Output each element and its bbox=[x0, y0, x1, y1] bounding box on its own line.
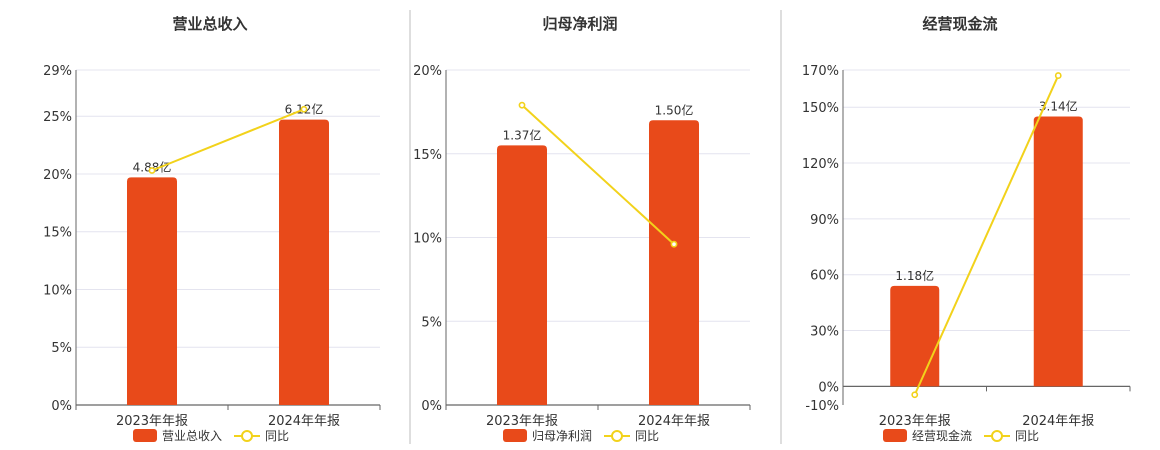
legend: 经营现金流 同比 bbox=[883, 428, 1039, 443]
x-category-label: 2024年年报 bbox=[268, 414, 340, 429]
yoy-point-2 bbox=[1054, 72, 1062, 79]
chart-2: 归母净利润 0% 5% 10% 15% 20% 1.37亿 1.50亿 2023年年报 2024年… bbox=[413, 15, 751, 443]
y-tick-label: 170% bbox=[802, 64, 839, 79]
bar-1 bbox=[890, 285, 940, 387]
x-category-label: 2024年年报 bbox=[1022, 414, 1094, 429]
yoy-line bbox=[151, 108, 305, 172]
y-tick-label: 25% bbox=[43, 110, 72, 125]
x-category-label: 2023年年报 bbox=[879, 414, 951, 429]
y-tick-label: 29% bbox=[43, 64, 72, 79]
y-tick-label: 120% bbox=[802, 157, 839, 172]
chart-title: 经营现金流 bbox=[922, 15, 997, 33]
y-tick-label: -10% bbox=[805, 399, 839, 414]
y-tick-label: 0% bbox=[818, 380, 839, 395]
legend-label-bar: 经营现金流 bbox=[912, 428, 972, 443]
bar-1 bbox=[127, 177, 177, 405]
legend: 营业总收入 同比 bbox=[133, 429, 289, 443]
bar-1 bbox=[497, 145, 547, 405]
bar-value-label: 1.50亿 bbox=[655, 102, 694, 117]
bar-value-label: 1.37亿 bbox=[503, 127, 542, 142]
chart-title: 营业总收入 bbox=[172, 15, 247, 33]
yoy-point-1 bbox=[911, 391, 919, 399]
y-tick-label: 15% bbox=[413, 148, 442, 163]
chart-title: 归母净利润 bbox=[542, 15, 617, 33]
yoy-point-2 bbox=[300, 105, 308, 113]
bar-value-label: 1.18亿 bbox=[895, 268, 934, 283]
y-tick-label: 20% bbox=[413, 64, 442, 79]
legend: 归母净利润 同比 bbox=[503, 429, 659, 443]
x-category-label: 2023年年报 bbox=[486, 414, 558, 429]
legend-label-bar: 营业总收入 bbox=[162, 429, 222, 443]
legend-label-line: 同比 bbox=[265, 429, 289, 443]
bar-2 bbox=[1033, 116, 1083, 387]
legend-swatch-bar bbox=[883, 429, 907, 442]
y-tick-label: 20% bbox=[43, 168, 72, 183]
legend-swatch-bar bbox=[133, 429, 157, 442]
bar-2 bbox=[279, 119, 329, 405]
x-category-label: 2024年年报 bbox=[638, 414, 710, 429]
chart-3: 经营现金流 -10% 0% 30% 60% 90% 120% 150% 170% 1.18亿 3.1… bbox=[802, 15, 1131, 443]
legend-swatch-marker bbox=[991, 430, 1003, 442]
legend-label-line: 同比 bbox=[635, 429, 659, 443]
yoy-point-2 bbox=[670, 240, 678, 248]
bar-value-label: 3.14亿 bbox=[1039, 99, 1078, 114]
y-tick-label: 0% bbox=[51, 399, 72, 414]
x-category-label: 2023年年报 bbox=[116, 414, 188, 429]
bar-2 bbox=[649, 120, 699, 405]
chart-1: 营业总收入0%5%10%15%20%25%29%4.88亿6.12亿2023年年… bbox=[43, 15, 381, 443]
y-tick-label: 60% bbox=[810, 269, 839, 284]
y-tick-label: 5% bbox=[421, 315, 442, 330]
y-tick-label: 10% bbox=[413, 232, 442, 247]
legend-label-bar: 归母净利润 bbox=[532, 429, 592, 443]
yoy-line bbox=[913, 75, 1060, 396]
y-tick-label: 5% bbox=[51, 341, 72, 356]
y-tick-label: 150% bbox=[802, 101, 839, 116]
y-tick-label: 10% bbox=[43, 283, 72, 298]
bar-value-label: 4.88亿 bbox=[133, 159, 172, 174]
yoy-line bbox=[521, 104, 675, 245]
legend-swatch-marker bbox=[611, 430, 623, 442]
legend-label-line: 同比 bbox=[1015, 429, 1039, 443]
y-tick-label: 15% bbox=[43, 226, 72, 241]
yoy-point-1 bbox=[148, 167, 156, 174]
legend-swatch-marker bbox=[241, 430, 253, 442]
y-tick-label: 30% bbox=[810, 325, 839, 340]
y-tick-label: 90% bbox=[810, 213, 839, 228]
yoy-point-1 bbox=[518, 101, 526, 109]
panel-dividers bbox=[409, 10, 782, 444]
y-tick-label: 0% bbox=[421, 399, 442, 414]
legend-swatch-bar bbox=[503, 429, 527, 442]
